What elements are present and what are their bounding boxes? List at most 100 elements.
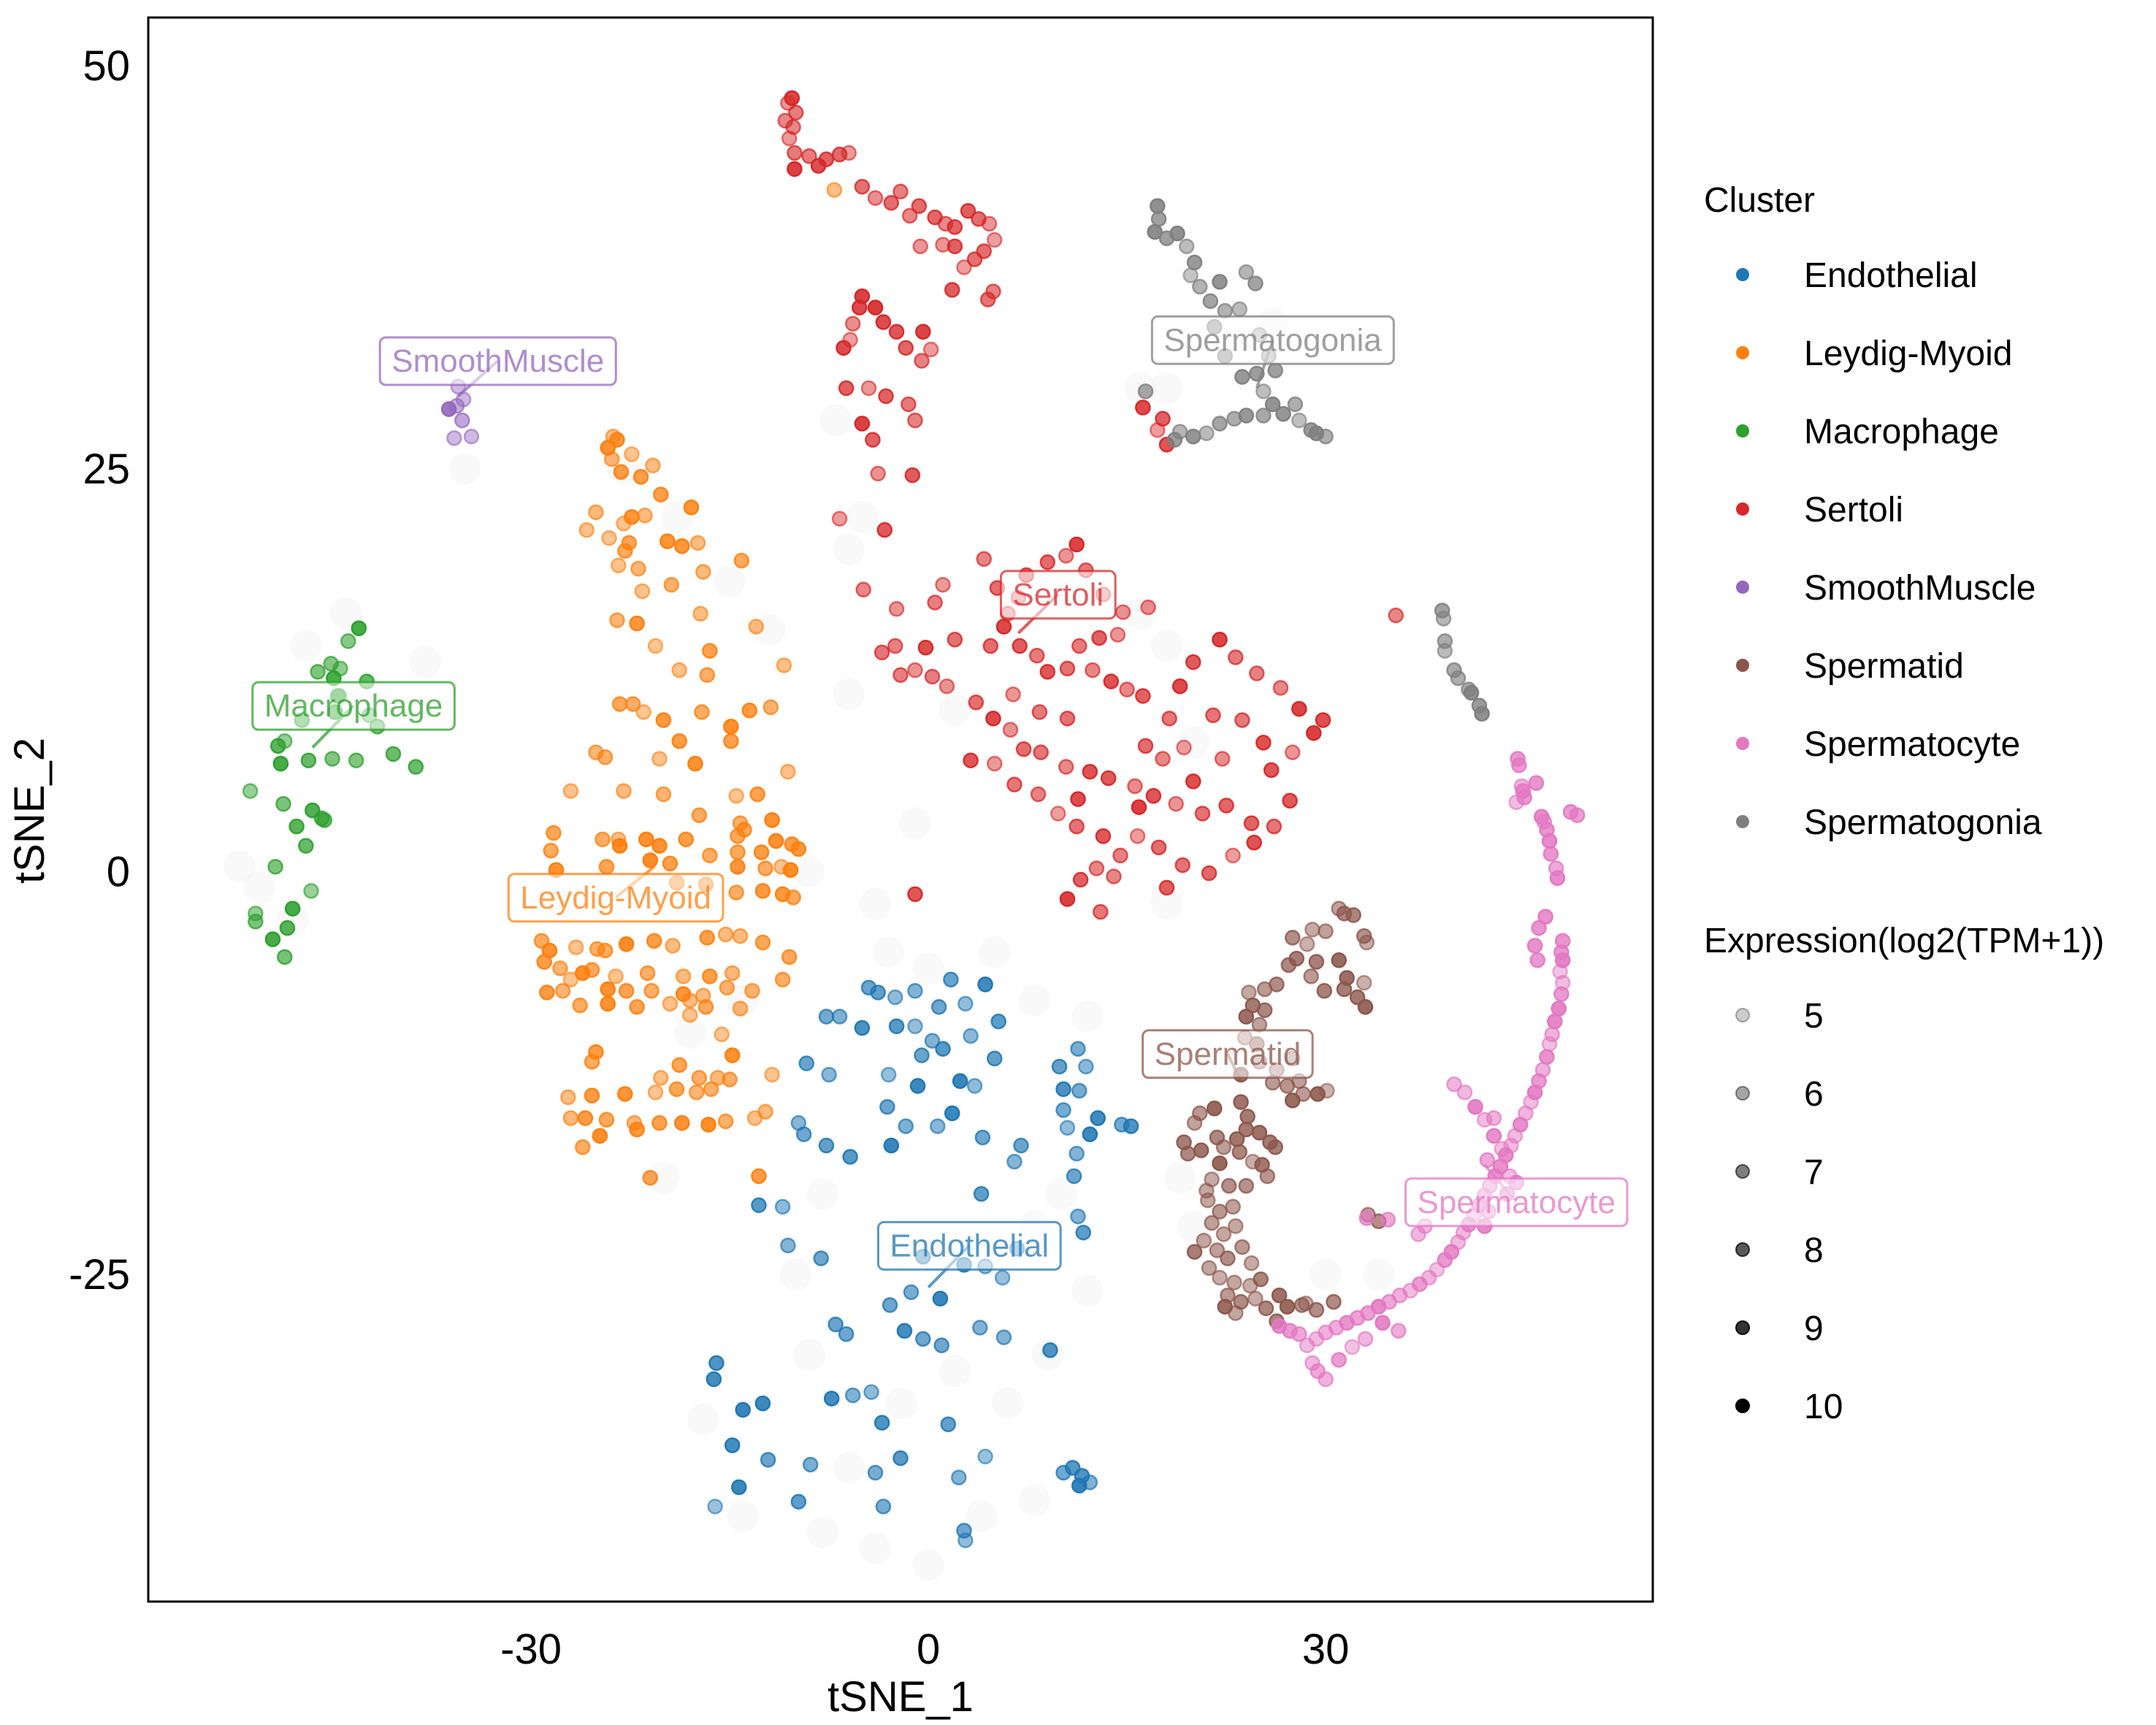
data-point — [870, 465, 886, 482]
data-point — [1059, 660, 1076, 677]
data-point — [892, 1450, 909, 1466]
data-point — [279, 919, 296, 936]
cluster-label-box — [1142, 1029, 1314, 1079]
legend-swatch — [1735, 1242, 1750, 1257]
cluster-label-box — [1404, 1177, 1629, 1228]
data-point — [823, 1391, 840, 1407]
data-point — [968, 695, 985, 711]
data-point — [987, 232, 1003, 248]
data-point — [1207, 1101, 1223, 1117]
data-point — [646, 933, 662, 949]
data-point — [1253, 1271, 1269, 1288]
data-point — [340, 633, 356, 649]
data-point — [1109, 627, 1126, 643]
data-point — [760, 1452, 776, 1468]
data-point — [787, 104, 804, 121]
data-point — [662, 855, 678, 872]
data-point — [1234, 712, 1250, 728]
legend-swatch — [1735, 1086, 1750, 1101]
data-point — [1450, 670, 1467, 686]
data-point — [1388, 607, 1404, 624]
data-point — [1171, 678, 1188, 695]
data-point — [1356, 974, 1372, 991]
data-point — [1209, 1242, 1226, 1258]
data-point — [977, 1448, 993, 1465]
data-point — [723, 733, 739, 749]
data-point — [1018, 1483, 1051, 1516]
data-point — [994, 1269, 1011, 1286]
data-point — [1358, 934, 1375, 951]
data-point — [1479, 1152, 1496, 1169]
data-point — [662, 995, 678, 1012]
cluster-label-box — [1150, 315, 1395, 365]
data-point — [1072, 871, 1089, 888]
y-tick-label: -25 — [69, 1251, 130, 1298]
data-point — [924, 668, 941, 685]
data-point — [681, 1007, 698, 1023]
data-point — [611, 838, 628, 854]
data-point — [264, 931, 281, 947]
data-point — [907, 662, 923, 678]
data-point — [651, 1114, 668, 1131]
data-point — [1275, 406, 1291, 422]
data-point — [841, 145, 857, 161]
data-point — [653, 1070, 669, 1086]
data-point — [1486, 1110, 1502, 1126]
legend-expression-title: Expression(log2(TPM+1)) — [1704, 922, 2104, 960]
cluster-label-box — [378, 336, 617, 386]
data-point — [836, 340, 852, 356]
data-point — [1204, 1215, 1220, 1231]
cluster-label-spermatocyte: Spermatocyte — [1404, 1163, 1629, 1228]
data-point — [1182, 267, 1199, 283]
data-point — [463, 428, 480, 445]
data-point — [1435, 611, 1452, 627]
legend-expression: Expression(log2(TPM+1)) 5 6 7 8 9 10 — [1704, 922, 2104, 1426]
legend-swatch — [1736, 581, 1749, 594]
data-point — [1071, 1274, 1104, 1307]
data-point — [660, 533, 676, 549]
cluster-label-spermatogonia: Spermatogonia — [1150, 315, 1395, 389]
data-point — [724, 1437, 741, 1453]
data-point — [1226, 1274, 1242, 1290]
data-point — [697, 999, 714, 1015]
data-point — [978, 936, 1011, 968]
data-point — [935, 237, 951, 253]
data-point — [979, 291, 996, 307]
data-point — [1178, 238, 1195, 255]
data-point — [1234, 1239, 1250, 1255]
data-point — [634, 583, 651, 600]
data-point — [1241, 984, 1257, 1001]
data-point — [1217, 1298, 1234, 1315]
data-point — [1135, 688, 1151, 704]
data-point — [1249, 665, 1265, 681]
data-point — [629, 999, 645, 1015]
data-point — [546, 825, 562, 841]
data-point — [1220, 1250, 1236, 1266]
data-point — [939, 1355, 971, 1388]
data-point — [1085, 662, 1101, 678]
data-point — [867, 1464, 884, 1481]
data-point — [901, 396, 917, 413]
data-point — [963, 752, 979, 768]
data-point — [552, 960, 568, 976]
data-point — [1272, 680, 1289, 696]
legend-label: 8 — [1804, 1231, 1824, 1270]
data-point — [1474, 705, 1490, 722]
data-point — [694, 704, 710, 720]
data-point — [991, 1387, 1024, 1420]
data-point — [995, 619, 1012, 635]
data-point — [1030, 786, 1047, 803]
data-point — [1071, 1477, 1087, 1493]
legend-label: 5 — [1804, 997, 1824, 1036]
data-point — [702, 847, 718, 864]
data-point — [924, 1033, 941, 1049]
data-point — [1255, 735, 1272, 751]
data-point — [562, 783, 579, 799]
data-point — [1005, 686, 1021, 703]
data-point — [639, 965, 656, 982]
data-point — [733, 552, 750, 569]
data-point — [774, 971, 791, 988]
data-point — [781, 949, 798, 965]
data-point — [651, 751, 668, 767]
data-point — [798, 1055, 814, 1071]
